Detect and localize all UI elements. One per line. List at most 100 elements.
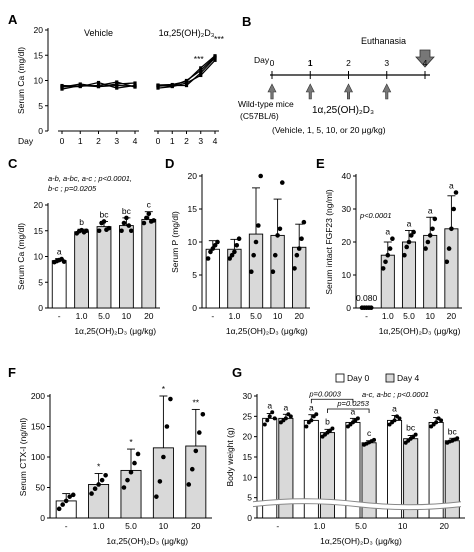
panel-d-data-point xyxy=(253,239,259,245)
panel-g-data-point xyxy=(283,416,288,421)
panel-g-xtick-label: 5.0 xyxy=(355,521,367,531)
panel-f-data-point xyxy=(164,424,170,429)
panel-g: G 0 5 10 15 20 25 30 Body weight (g) a a - a b 1.0 a c 5.… xyxy=(225,365,465,546)
panel-a-data-point xyxy=(115,82,119,86)
panel-a-xtick-label: 1 xyxy=(170,136,175,146)
panel-g-label: G xyxy=(232,365,242,380)
panel-a-ylabel: Serum Ca (mg/dl) xyxy=(16,47,26,114)
panel-c-bar xyxy=(141,218,157,309)
panel-a-data-point xyxy=(156,83,160,87)
panel-e-data-point xyxy=(425,239,431,245)
panel-e-data-point xyxy=(383,259,388,265)
panel-f-data-point xyxy=(92,486,98,492)
panel-d-label: D xyxy=(165,156,174,171)
panel-a-xlabel: Day xyxy=(18,136,34,146)
panel-c-data-point xyxy=(146,211,152,217)
panel-e-data-point xyxy=(402,252,407,258)
panel-e-xtick-label: 10 xyxy=(425,311,435,321)
panel-c-xlabel: 1α,25(OH)₂D₃ (μg/kg) xyxy=(74,326,156,336)
panel-e: E 0 10 20 30 40 Serum intact FGF23 (ng/ml) - 1.0… xyxy=(316,156,462,336)
panel-a-group-label: Vehicle xyxy=(84,28,113,38)
euthanasia-label: Euthanasia xyxy=(361,36,406,46)
panel-c-sig-letter: a xyxy=(57,247,62,257)
panel-f-data-point xyxy=(96,482,101,487)
panel-c-data-point xyxy=(84,228,89,234)
timeline-day-label: 3 xyxy=(384,58,389,68)
panel-f-sig-letter: * xyxy=(129,437,133,447)
panel-g-data-point xyxy=(272,416,277,421)
panel-f-data-point xyxy=(189,466,195,472)
panel-g-ytick-label: 0 xyxy=(247,513,252,523)
panel-a-data-point xyxy=(199,71,203,75)
panel-e-xlabel: 1α,25(OH)₂D₃ (μg/kg) xyxy=(379,326,461,336)
panel-e-data-point xyxy=(451,206,457,212)
panel-g-bracket-label: p=0.0253 xyxy=(336,399,369,408)
panel-e-data-point xyxy=(432,216,438,222)
panel-a-xtick-label: 3 xyxy=(114,136,119,146)
panel-e-data-point xyxy=(390,236,395,241)
dose-list: (Vehicle, 1, 5, 10, or 20 μg/kg) xyxy=(272,125,386,135)
panel-a-data-point xyxy=(213,58,217,62)
panel-g-axis-break-line xyxy=(252,503,462,511)
panel-f-data-point xyxy=(70,492,76,498)
panel-e-xtick-label: 1.0 xyxy=(382,311,394,321)
panel-d-data-point xyxy=(249,269,254,275)
panel-a-data-point xyxy=(78,84,82,88)
panel-g-ytick-label: 15 xyxy=(243,452,253,462)
timeline-day-label: 2 xyxy=(346,58,351,68)
panel-g-data-point xyxy=(330,426,335,431)
panel-f-data-point xyxy=(67,494,73,499)
panel-f-data-point xyxy=(121,485,127,490)
mice-label-line1: Wild-type mice xyxy=(238,99,294,109)
panel-c-data-point xyxy=(141,220,147,226)
panel-g-bracket xyxy=(310,398,354,404)
panel-c-xtick-label: - xyxy=(58,311,61,321)
panel-g-xtick-label: 1.0 xyxy=(313,521,325,531)
panel-d-xtick-label: - xyxy=(211,311,214,321)
panel-d-data-point xyxy=(236,236,242,241)
panel-a-ytick-label: 20 xyxy=(34,25,44,35)
panel-a-xtick-label: 4 xyxy=(213,136,218,146)
panel-g-sig-letter: a xyxy=(392,404,397,414)
panel-f-data-point xyxy=(60,502,65,507)
panel-f-data-point xyxy=(128,469,134,475)
panel-c-data-point xyxy=(61,259,67,264)
panel-g-data-point xyxy=(262,422,267,427)
panel-g-data-point xyxy=(372,437,377,442)
panel-g-data-point xyxy=(392,418,397,423)
panel-c-sig-letter: bc xyxy=(100,209,110,219)
panel-e-label: E xyxy=(316,156,325,171)
panel-d-ylabel: Serum P (mg/dl) xyxy=(170,211,180,273)
panel-g-data-point xyxy=(439,418,444,423)
panel-e-xtick-label: 20 xyxy=(447,311,457,321)
panel-d-data-point xyxy=(251,252,256,258)
timeline-day-label: 1 xyxy=(308,58,313,68)
panel-a-data-point xyxy=(133,85,137,89)
panel-g-data-point xyxy=(455,436,460,441)
panel-g-axis-break xyxy=(252,498,462,510)
panel-g-bracket-label: p=0.0003 xyxy=(308,389,341,398)
panel-a-xtick-label: 0 xyxy=(156,136,161,146)
panel-g-xtick-label: 20 xyxy=(439,521,449,531)
panel-c-bar xyxy=(74,231,89,309)
timeline-day-label: 4 xyxy=(423,58,428,68)
panel-d-xtick-label: 20 xyxy=(294,311,304,321)
panel-g-legend-label: Day 0 xyxy=(347,373,369,383)
panel-label-b: B xyxy=(242,14,251,29)
panel-f-data-point xyxy=(186,482,192,487)
panel-d-data-point xyxy=(234,243,240,248)
panel-g-data-point xyxy=(309,418,314,423)
panel-a-data-point xyxy=(115,86,119,90)
panel-e-ylabel: Serum intact FGF23 (ng/ml) xyxy=(324,189,334,295)
panel-a-data-point xyxy=(184,79,189,84)
panel-a-data-point xyxy=(184,83,189,88)
panel-a-data-point xyxy=(96,80,101,85)
panel-c-stats-text: b-c ; p=0.0205 xyxy=(48,184,97,193)
panel-a-group-label: 1α,25(OH)₂D₃ xyxy=(159,28,215,38)
panel-d-xlabel: 1α,25(OH)₂D₃ (μg/kg) xyxy=(226,326,308,336)
panel-g-data-point xyxy=(267,414,272,419)
panel-g-sig-letter: bc xyxy=(448,426,458,436)
panel-g-ytick-label: 10 xyxy=(243,472,253,482)
panel-c-data-point xyxy=(121,220,127,226)
